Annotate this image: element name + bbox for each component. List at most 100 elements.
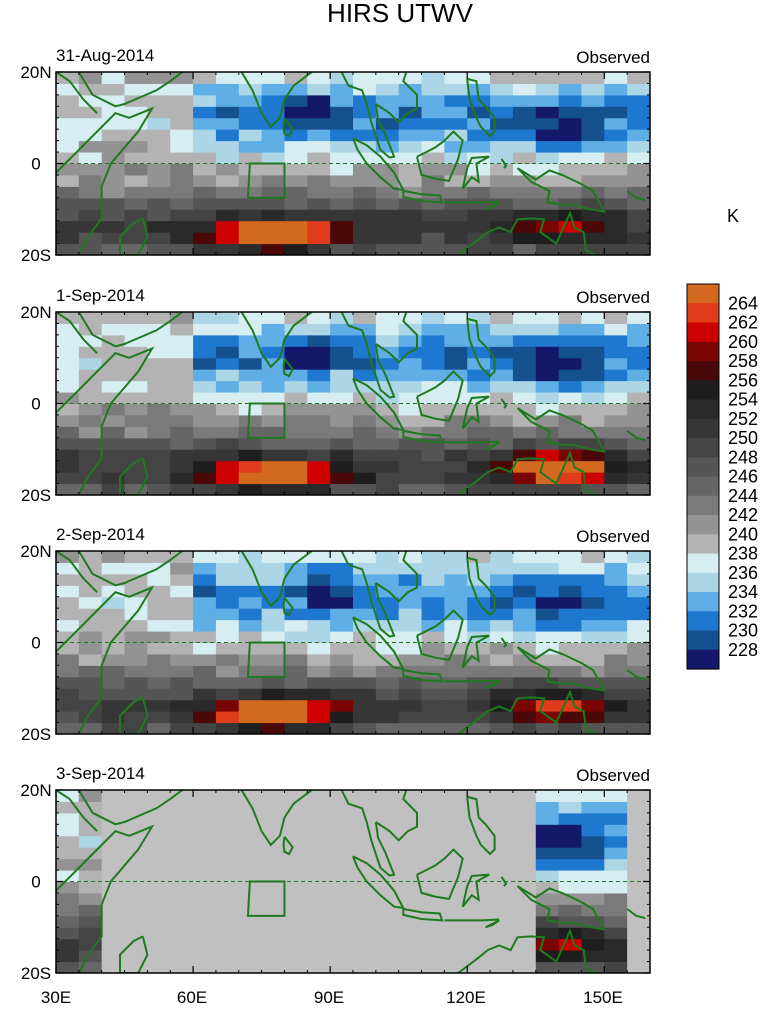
heatmap-cell: [353, 950, 377, 963]
heatmap-cell: [467, 790, 491, 802]
coastline: [402, 669, 444, 683]
heatmap-cell: [215, 950, 240, 963]
heatmap-cell: [147, 346, 171, 359]
heatmap-cell: [535, 460, 560, 473]
heatmap-cell: [444, 585, 468, 598]
heatmap-cell: [330, 892, 354, 905]
heatmap-cell: [604, 243, 628, 255]
heatmap-cell: [604, 562, 628, 575]
heatmap-cell: [558, 585, 582, 598]
heatmap-cell: [193, 938, 217, 951]
heatmap-cell: [330, 938, 354, 951]
heatmap-cell: [558, 369, 582, 382]
heatmap-cell: [490, 94, 514, 107]
heatmap-cell: [147, 573, 171, 586]
heatmap-cell: [170, 380, 194, 393]
heatmap-cell: [535, 197, 560, 210]
heatmap-cell: [604, 460, 628, 473]
heatmap-cell: [558, 334, 582, 347]
heatmap-cell: [512, 551, 537, 563]
heatmap-cell: [56, 83, 80, 96]
heatmap-cell: [170, 323, 194, 336]
heatmap-cell: [78, 94, 103, 107]
heatmap-cell: [147, 892, 171, 905]
heatmap-cell: [193, 72, 217, 84]
heatmap-cell: [193, 174, 217, 187]
heatmap-cell: [421, 152, 445, 164]
heatmap-cell: [307, 174, 331, 187]
heatmap-cell: [238, 631, 263, 643]
heatmap-cell: [444, 562, 468, 575]
heatmap-cell: [56, 631, 80, 643]
heatmap-cell: [284, 858, 308, 871]
colorbar-swatch: [687, 341, 719, 362]
heatmap-cell: [467, 483, 491, 495]
heatmap-cell: [307, 83, 331, 96]
heatmap-cell: [581, 437, 605, 450]
heatmap-cell: [375, 449, 400, 462]
colorbar-frame: [686, 283, 720, 670]
heatmap-cell: [124, 197, 148, 210]
coastline: [416, 609, 464, 662]
heatmap-cell: [330, 812, 354, 825]
heatmap-cell: [124, 711, 148, 724]
heatmap-cell: [421, 631, 445, 643]
heatmap-cell: [56, 915, 80, 928]
heatmap-cell: [284, 197, 308, 210]
heatmap-cell: [170, 812, 194, 825]
heatmap-cell: [558, 472, 582, 485]
heatmap-cell: [330, 722, 354, 734]
coastline: [340, 551, 396, 638]
heatmap-cell: [512, 323, 537, 336]
heatmap-cell: [512, 357, 537, 370]
heatmap-cell: [330, 858, 354, 871]
heatmap-cell: [375, 835, 400, 848]
heatmap-cell: [261, 106, 285, 119]
heatmap-cell: [238, 72, 263, 84]
heatmap-cell: [261, 94, 285, 107]
heatmap-cell: [284, 665, 308, 678]
heatmap-cell: [353, 631, 377, 643]
heatmap-cell: [147, 163, 171, 176]
heatmap-cell: [101, 403, 126, 416]
heatmap-cell: [101, 83, 126, 96]
heatmap-cell: [535, 83, 560, 96]
heatmap-cell: [467, 437, 491, 450]
heatmap-cell: [238, 209, 263, 222]
heatmap-cell: [467, 881, 491, 894]
coastline: [626, 908, 646, 920]
heatmap-cell: [535, 129, 560, 142]
y-tick-label: 0: [31, 155, 40, 174]
heatmap-cell: [261, 665, 285, 678]
heatmap-cell: [421, 665, 445, 678]
heatmap-cell: [558, 403, 582, 416]
heatmap-cell: [535, 824, 560, 837]
heatmap-cell: [284, 676, 308, 689]
heatmap-cell: [193, 551, 217, 563]
heatmap-cell: [284, 232, 308, 245]
heatmap-cell: [78, 414, 103, 427]
heatmap-cell: [170, 711, 194, 724]
heatmap-cell: [512, 83, 537, 96]
heatmap-cell: [261, 927, 285, 940]
heatmap-cell: [261, 711, 285, 724]
heatmap-cell: [604, 426, 628, 439]
heatmap-cell: [261, 334, 285, 347]
heatmap-cell: [238, 472, 263, 485]
heatmap-cell: [284, 870, 308, 882]
heatmap-cell: [444, 596, 468, 609]
heatmap-cell: [558, 94, 582, 107]
heatmap-cell: [56, 232, 80, 245]
heatmap-cell: [444, 426, 468, 439]
heatmap-cell: [535, 312, 560, 324]
heatmap-cell: [375, 483, 400, 495]
heatmap-cell: [78, 835, 103, 848]
heatmap-cell: [284, 892, 308, 905]
heatmap-cell: [215, 665, 240, 678]
heatmap-cell: [627, 460, 650, 473]
heatmap-cell: [101, 904, 126, 917]
heatmap-cell: [444, 197, 468, 210]
heatmap-cell: [558, 847, 582, 860]
heatmap-cell: [398, 688, 423, 701]
heatmap-cell: [353, 129, 377, 142]
